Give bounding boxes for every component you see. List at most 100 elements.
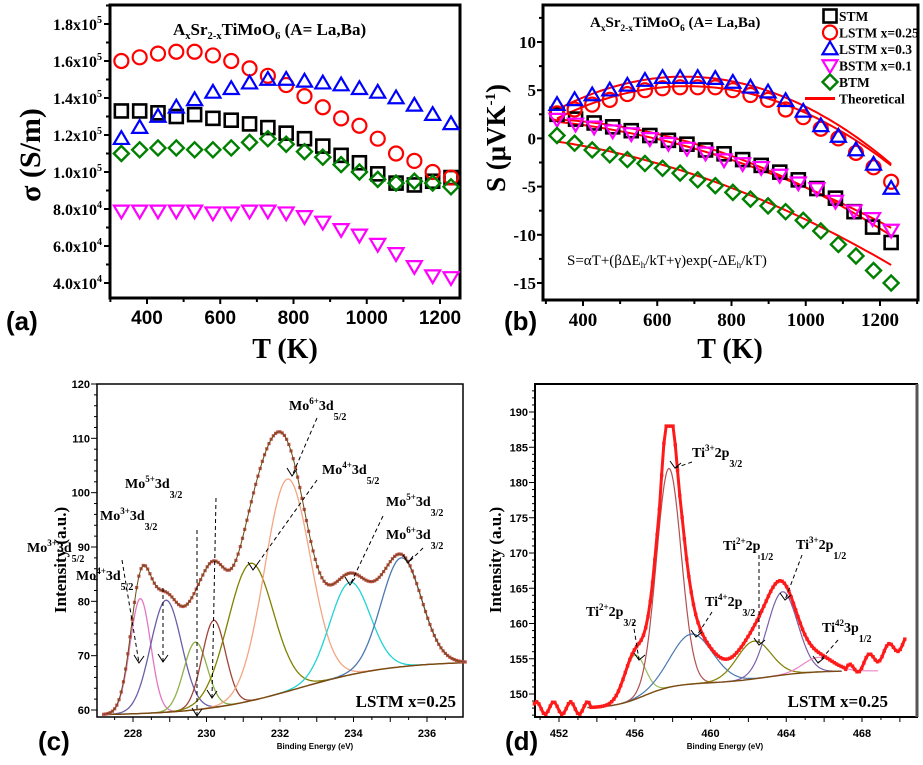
fit-line [556, 140, 892, 266]
chart-a: 400 600 800 1000 1200 T (K) 4.0x104 6.0x104 8.0x… [14, 3, 462, 365]
data-point [811, 116, 831, 133]
x-tick-label: 400 [131, 308, 163, 329]
data-point [313, 148, 332, 167]
arrowhead [157, 653, 169, 663]
legend-label: STM [839, 9, 869, 24]
plot-frame [96, 383, 464, 718]
data-point [387, 145, 405, 162]
arrowhead [191, 707, 203, 717]
x-tick-label: 464 [777, 728, 796, 740]
y-tick-label: 70 [78, 651, 90, 663]
annotation-arrow [349, 515, 384, 586]
y-tick-label: 155 [510, 654, 528, 666]
annotation-label: Ti423p1/2 [822, 618, 872, 645]
legend-item: LSTM x=0.3 [820, 39, 912, 57]
chart-d: 452 456 460 464 468 Binding Energy (eV) 150 155… [486, 383, 919, 751]
y-tick-label: 170 [510, 548, 528, 560]
x-tick-label: 452 [550, 728, 568, 740]
data-point [111, 129, 131, 146]
data-point [333, 110, 350, 127]
x-tick-label: 400 [569, 310, 598, 331]
legend-label: Theoretical [839, 92, 905, 107]
data-point [706, 176, 725, 195]
x-axis-b: 400 600 800 1000 1200 T (K) [544, 300, 919, 365]
data-point [148, 106, 168, 123]
data-point [603, 124, 623, 141]
data-point [653, 67, 672, 85]
panel-label-c: (c) [38, 726, 70, 756]
data-point [333, 147, 349, 164]
data-point [547, 112, 567, 129]
series-lstm-x-0-25 [548, 79, 900, 190]
y-tick-label: 185 [510, 442, 528, 454]
data-point [331, 223, 351, 240]
y-tick-label: -5 [522, 178, 536, 197]
data-point [111, 204, 131, 221]
data-point [881, 178, 901, 195]
y-axis-c: 60 70 80 90 100 110 120 Intensity (a.u.) [51, 379, 97, 717]
data-point [223, 112, 240, 128]
y-tick-label: -15 [513, 274, 536, 293]
chart-title: AxSr2-xTiMoO6 (A= La,Ba) [173, 20, 366, 42]
x-axis-label: T (K) [252, 334, 318, 365]
data-point [582, 85, 602, 102]
equation-annotation: S=αT+(βΔEh/kT+γ)exp(-ΔEh/kT) [567, 253, 767, 270]
data-point [350, 79, 369, 96]
x-axis-a: 400 600 800 1000 1200 T (K) [109, 298, 461, 365]
annotation-label: Mo4+3d5/2 [322, 460, 379, 487]
annotation-label: Mo4+3d5/2 [76, 566, 133, 593]
arrowhead [812, 655, 825, 664]
data-point [205, 110, 221, 127]
arrowhead [344, 576, 356, 586]
y-axis-b: -15 -10 -5 0 5 10 S (μVK-1) [481, 16, 543, 293]
y-tick-label: 0 [528, 129, 537, 148]
data-point [148, 138, 168, 158]
data-point [148, 204, 168, 221]
fit-peak [104, 599, 227, 716]
data-point [186, 106, 203, 123]
legend-label: LSTM x=0.3 [839, 42, 912, 57]
data-point [424, 163, 441, 181]
x-tick-label: 600 [643, 310, 672, 331]
data-point [386, 173, 406, 193]
y-tick-label: 165 [510, 583, 528, 595]
data-point [241, 116, 258, 132]
data-point [688, 67, 708, 85]
legend-label: BTM [839, 75, 870, 90]
data-point [670, 67, 690, 85]
data-point [258, 69, 278, 86]
data-point [130, 117, 150, 134]
data-point [689, 79, 706, 96]
series-bstm-x-0-1 [111, 204, 461, 288]
data-point [654, 80, 671, 97]
y-tick-label: 4.0x104 [53, 274, 102, 293]
x-tick-label: 800 [278, 308, 310, 329]
data-point [653, 159, 672, 178]
data-point [258, 204, 278, 221]
data-point [635, 154, 655, 173]
envelope-line [103, 431, 466, 715]
x-tick-label: 600 [204, 308, 236, 329]
annotation-arrow [784, 554, 803, 601]
data-point [582, 140, 602, 160]
legend-marker [821, 24, 839, 41]
data-point [830, 130, 847, 147]
data-point [240, 204, 259, 221]
data-point [463, 660, 467, 664]
data-point [794, 211, 813, 230]
data-point [758, 196, 778, 216]
arrowhead [753, 637, 766, 646]
data-point [811, 221, 830, 241]
arrowhead [690, 629, 703, 638]
data-point [313, 73, 333, 90]
data-point [584, 96, 601, 113]
data-point [723, 183, 743, 202]
data-point [331, 155, 351, 174]
data-point [600, 145, 619, 164]
data-point [776, 91, 796, 108]
fit-peak [685, 640, 822, 686]
data-point [584, 120, 604, 137]
data-point [770, 168, 790, 185]
fit-line [556, 120, 892, 229]
